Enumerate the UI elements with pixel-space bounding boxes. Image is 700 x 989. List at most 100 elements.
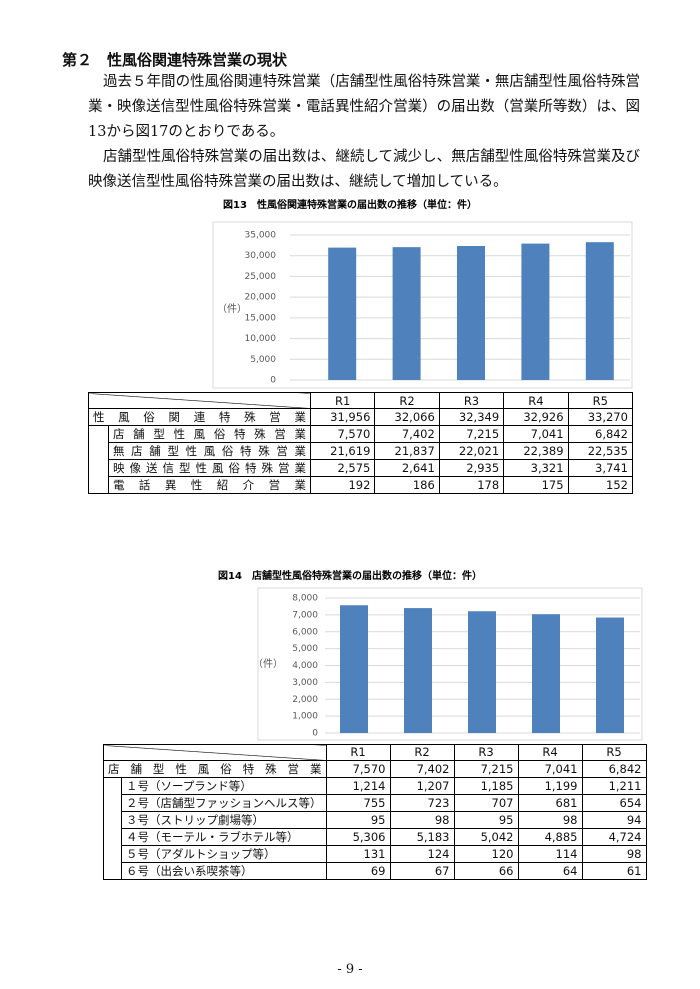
cell: 66 (453, 861, 519, 880)
cell: 61 (581, 861, 647, 880)
table-row: 店舗型性風俗特殊営業 7,570 7,402 7,215 7,041 6,842 (103, 759, 647, 778)
cell: 178 (438, 476, 505, 494)
y-tick-label: 25,000 (245, 272, 277, 282)
row-label: 性風俗関連特殊営業 (88, 408, 311, 426)
y-tick-label: 20,000 (245, 293, 277, 303)
cell: 723 (389, 793, 455, 812)
header-corner (103, 744, 327, 761)
chart-title: 図14 店舗型性風俗特殊営業の届出数の推移（単位：件） (218, 569, 482, 582)
cell: 2,935 (438, 459, 505, 477)
page-number: - 9 - (337, 962, 363, 977)
header-row: R1 R2 R3 R4 R5 (88, 392, 633, 409)
column-header: R1 (325, 744, 391, 761)
cell: 2,641 (374, 459, 440, 477)
column-header: R1 (309, 392, 376, 409)
cell: 3,741 (567, 459, 633, 477)
row-label: ５号（アダルトショップ等） (121, 844, 327, 863)
table-row: ４号（モーテル・ラブホテル等） 5,306 5,183 5,042 4,885 4,724 (104, 827, 647, 846)
cell: 131 (325, 844, 391, 863)
y-tick-label: 10,000 (245, 334, 277, 344)
table-body: R1 R2 R3 R4 R5 店舗型性風俗特殊営業 7,570 7,402 7,215 7,041… (103, 744, 647, 880)
chart-frame (212, 221, 633, 389)
cell: 755 (325, 793, 391, 812)
y-tick-label: 0 (270, 376, 276, 386)
row-label: ６号（出会い系喫茶等） (121, 861, 327, 880)
bar (392, 247, 421, 380)
cell: 186 (374, 476, 440, 494)
cell: 1,199 (517, 776, 583, 795)
row-label: 無店舗型性風俗特殊営業 (108, 442, 311, 460)
cell: 5,042 (453, 827, 519, 846)
column-header: R5 (567, 392, 633, 409)
row-label: 映像送信型性風俗特殊営業 (108, 459, 311, 477)
row-label-text: 店舗型性風俗特殊営業 (108, 761, 322, 776)
cell: 120 (453, 844, 519, 863)
cell: 32,066 (374, 408, 440, 426)
cell: 32,349 (438, 408, 505, 426)
cell: 6,842 (581, 759, 647, 778)
row-label-text: ３号（ストリップ劇場等） (126, 812, 264, 827)
cell: 7,402 (389, 759, 455, 778)
column-header: R3 (453, 744, 519, 761)
paragraph-line: 過去５年間の性風俗関連特殊営業（店舗型性風俗特殊営業・無店舗型性風俗特殊営 (103, 74, 640, 90)
cell: 3,321 (503, 459, 569, 477)
row-label-text: ４号（モーテル・ラブホテル等） (126, 829, 299, 844)
cell: 1,185 (453, 776, 519, 795)
row-label-text: 電話異性紹介営業 (113, 478, 306, 492)
row-label-text: ５号（アダルトショップ等） (126, 846, 276, 861)
y-tick-label: 4,000 (292, 661, 318, 671)
cell: 98 (581, 844, 647, 863)
header-corner (88, 392, 311, 409)
cell: 681 (517, 793, 583, 812)
cell: 124 (389, 844, 455, 863)
y-axis-label: （件） (253, 658, 283, 670)
table-body: R1 R2 R3 R4 R5 性風俗関連特殊営業 31,956 32,066 32,349 32,… (88, 392, 633, 494)
cell: 1,214 (325, 776, 391, 795)
row-label-text: ６号（出会い系喫茶等） (126, 863, 253, 878)
cell: 5,183 (389, 827, 455, 846)
y-tick-label: 5,000 (292, 644, 318, 654)
cell: 4,724 (581, 827, 647, 846)
bar (468, 611, 496, 733)
y-tick-label: 3,000 (292, 678, 318, 688)
cell: 5,306 (325, 827, 391, 846)
data-table: R1 R2 R3 R4 R5 店舗型性風俗特殊営業 7,570 7,402 7,215 7,041… (103, 744, 647, 880)
row-label: ２号（店舗型ファッションヘルス等） (121, 793, 327, 812)
cell: 7,570 (309, 425, 376, 443)
table-row: ３号（ストリップ劇場等） 95 98 95 98 94 (104, 810, 647, 829)
y-tick-label: 1,000 (292, 712, 318, 722)
cell: 94 (581, 810, 647, 829)
y-tick-label: 35,000 (245, 231, 277, 241)
row-label-text: 無店舗型性風俗特殊営業 (113, 444, 306, 458)
row-label: 店舗型性風俗特殊営業 (103, 759, 327, 778)
y-tick-label: 15,000 (245, 313, 277, 323)
table-row: ６号（出会い系喫茶等） 69 67 66 64 61 (104, 861, 647, 880)
y-tick-label: 5,000 (250, 355, 276, 365)
row-label-text: 店舗型性風俗特殊営業 (113, 427, 306, 441)
cell: 31,956 (309, 408, 376, 426)
table-row: 無店舗型性風俗特殊営業 21,619 21,837 22,021 22,389 22,53… (89, 442, 633, 460)
table-row: 映像送信型性風俗特殊営業 2,575 2,641 2,935 3,321 3,741 (89, 459, 633, 477)
y-tick-label: 7,000 (292, 610, 318, 620)
cell: 192 (309, 476, 376, 494)
heading: 第２ 性風俗関連特殊営業の現状 (62, 51, 288, 69)
cell: 6,842 (567, 425, 633, 443)
cell: 152 (567, 476, 633, 494)
cell: 114 (517, 844, 583, 863)
chart-title: 図13 性風俗関連特殊営業の届出数の推移（単位：件） (223, 198, 477, 211)
paragraph-line: 業・映像送信型性風俗特殊営業・電話異性紹介営業）の届出数（営業所等数）は、図 (88, 99, 640, 115)
y-tick-label: 30,000 (245, 251, 277, 261)
bar (532, 614, 560, 733)
cell: 654 (581, 793, 647, 812)
table-row: 店舗型性風俗特殊営業 7,570 7,402 7,215 7,041 6,842 (88, 425, 633, 494)
cell: 7,215 (453, 759, 519, 778)
cell: 707 (453, 793, 519, 812)
y-tick-label: 2,000 (292, 695, 318, 705)
cell: 33,270 (567, 408, 633, 426)
y-tick-label: 0 (312, 729, 318, 739)
cell: 21,619 (309, 442, 376, 460)
cell: 7,402 (374, 425, 440, 443)
column-header: R2 (374, 392, 440, 409)
cell: 2,575 (309, 459, 376, 477)
